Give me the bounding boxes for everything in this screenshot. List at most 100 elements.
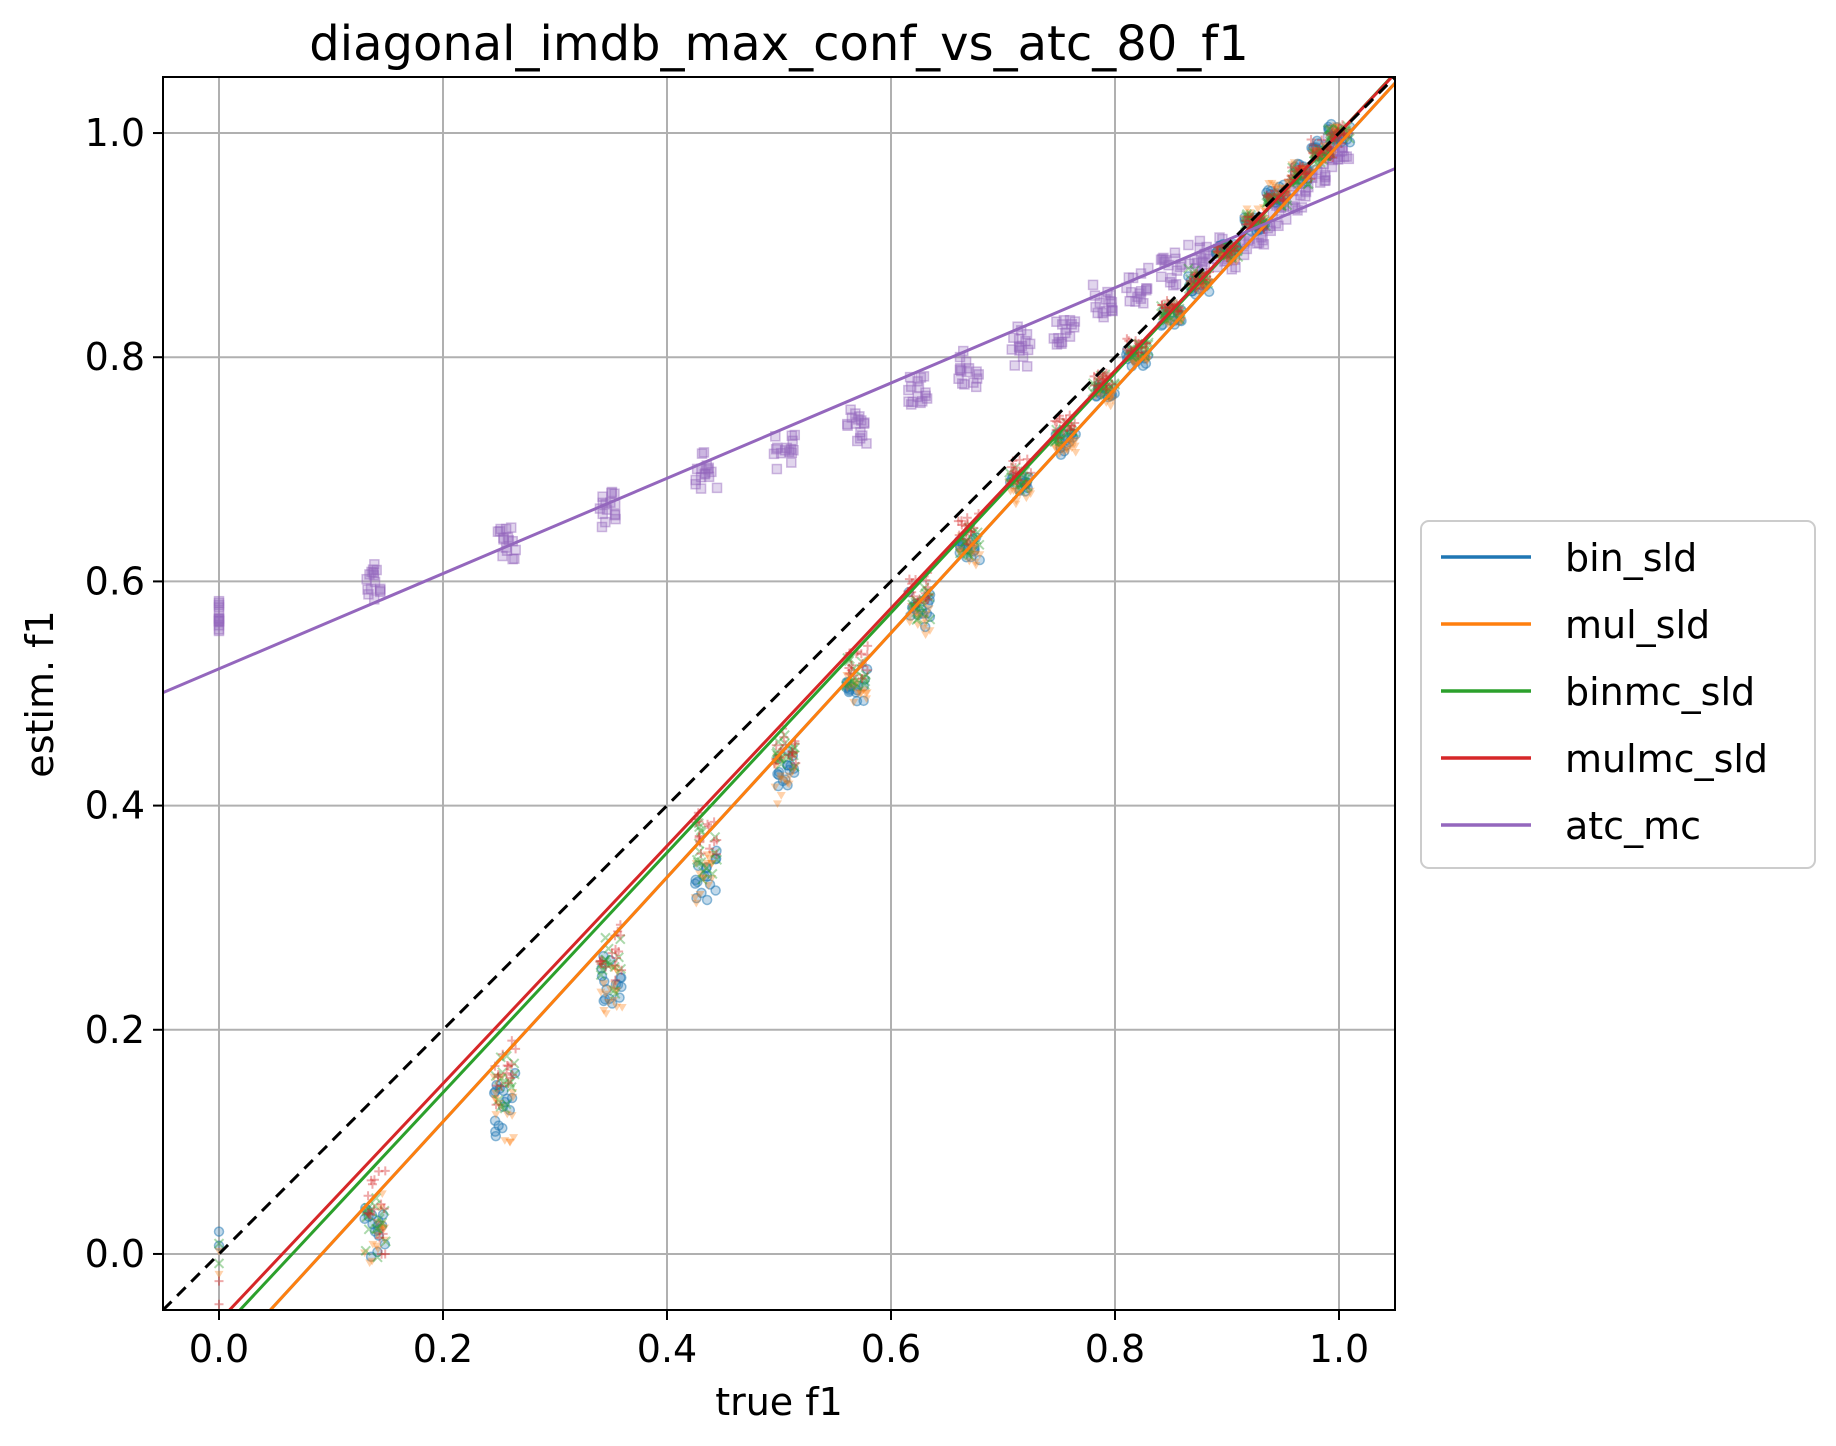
data-point bbox=[1214, 251, 1224, 260]
data-point bbox=[511, 1044, 521, 1054]
data-point bbox=[1105, 296, 1116, 307]
data-point bbox=[1319, 175, 1330, 187]
data-point bbox=[1183, 263, 1194, 274]
data-point bbox=[1303, 181, 1314, 193]
data-point bbox=[1169, 247, 1181, 259]
data-point bbox=[376, 1199, 386, 1209]
data-point bbox=[695, 825, 707, 836]
x-tick-label: 0.6 bbox=[861, 1327, 921, 1371]
data-point bbox=[787, 752, 797, 762]
data-point bbox=[1014, 345, 1025, 356]
data-point bbox=[1135, 293, 1147, 304]
data-point bbox=[785, 760, 796, 771]
data-point bbox=[1166, 272, 1177, 284]
data-point bbox=[913, 621, 923, 630]
data-point bbox=[503, 1061, 513, 1071]
data-point bbox=[1160, 254, 1171, 266]
data-point bbox=[852, 435, 863, 447]
data-point bbox=[785, 443, 797, 455]
data-point bbox=[497, 1067, 508, 1078]
data-point bbox=[1006, 462, 1016, 472]
data-point bbox=[1063, 447, 1073, 455]
y-axis-ticks: 0.0 0.2 0.4 0.6 0.8 1.0 bbox=[85, 111, 163, 1276]
data-point bbox=[967, 550, 977, 559]
data-point bbox=[696, 448, 708, 459]
data-point bbox=[783, 446, 795, 458]
data-point bbox=[1165, 305, 1175, 313]
data-point bbox=[213, 615, 225, 627]
data-point bbox=[694, 846, 705, 857]
data-point bbox=[711, 482, 723, 494]
data-point bbox=[695, 483, 707, 494]
data-point bbox=[1106, 296, 1118, 308]
data-point bbox=[597, 491, 608, 502]
data-point bbox=[596, 988, 606, 997]
data-point bbox=[1307, 146, 1317, 155]
data-point bbox=[368, 567, 379, 578]
data-point bbox=[1070, 442, 1080, 451]
data-point bbox=[510, 544, 521, 556]
data-point bbox=[1098, 371, 1108, 381]
data-point bbox=[213, 615, 225, 626]
data-point bbox=[489, 1073, 499, 1082]
data-point bbox=[1287, 162, 1298, 173]
data-point bbox=[1204, 278, 1214, 286]
data-point bbox=[856, 689, 866, 697]
data-point bbox=[378, 1225, 388, 1234]
data-point bbox=[700, 862, 712, 874]
data-point bbox=[501, 1098, 512, 1110]
data-point bbox=[1011, 487, 1021, 496]
data-point bbox=[787, 435, 798, 447]
data-point bbox=[367, 564, 379, 575]
data-point bbox=[960, 356, 972, 368]
data-point bbox=[1090, 301, 1101, 313]
data-point bbox=[1189, 271, 1199, 280]
data-point bbox=[506, 1081, 517, 1093]
data-point bbox=[1022, 344, 1034, 356]
fit-lines bbox=[163, 77, 1395, 1310]
data-point bbox=[789, 761, 800, 773]
data-point bbox=[213, 599, 225, 611]
fit-line-mulmc_sld bbox=[227, 77, 1394, 1310]
data-point bbox=[773, 753, 785, 764]
data-point bbox=[377, 1220, 387, 1229]
data-point bbox=[1341, 151, 1352, 162]
data-point bbox=[773, 736, 784, 748]
data-point bbox=[380, 1249, 390, 1259]
data-point bbox=[691, 860, 701, 868]
data-point bbox=[1257, 234, 1268, 246]
data-point bbox=[702, 851, 712, 860]
data-point bbox=[913, 613, 923, 622]
data-point bbox=[786, 447, 798, 458]
data-point bbox=[918, 371, 930, 382]
data-point bbox=[1106, 305, 1118, 316]
data-point bbox=[1230, 261, 1241, 273]
data-point bbox=[1338, 151, 1350, 162]
data-point bbox=[377, 1224, 387, 1232]
data-point bbox=[856, 649, 866, 659]
data-point bbox=[1171, 265, 1183, 276]
data-point bbox=[905, 381, 917, 392]
data-point bbox=[862, 695, 872, 704]
data-point bbox=[1101, 385, 1111, 394]
data-point bbox=[783, 750, 793, 760]
data-point bbox=[1011, 500, 1021, 509]
y-tick-label: 1.0 bbox=[85, 111, 145, 155]
data-point bbox=[213, 616, 225, 627]
data-point bbox=[856, 656, 867, 668]
data-point bbox=[609, 488, 620, 499]
data-point bbox=[1275, 184, 1285, 193]
data-point bbox=[1271, 183, 1281, 192]
data-point bbox=[493, 1120, 504, 1131]
data-point bbox=[1326, 161, 1338, 173]
data-point bbox=[1190, 262, 1201, 274]
data-point bbox=[1108, 396, 1118, 405]
data-point bbox=[1339, 128, 1349, 138]
data-point bbox=[507, 553, 518, 565]
data-point bbox=[1068, 322, 1080, 333]
data-point bbox=[1239, 215, 1250, 226]
data-point bbox=[1264, 180, 1274, 188]
data-point bbox=[509, 1069, 520, 1080]
data-point bbox=[494, 1099, 504, 1108]
data-point bbox=[1168, 279, 1179, 291]
